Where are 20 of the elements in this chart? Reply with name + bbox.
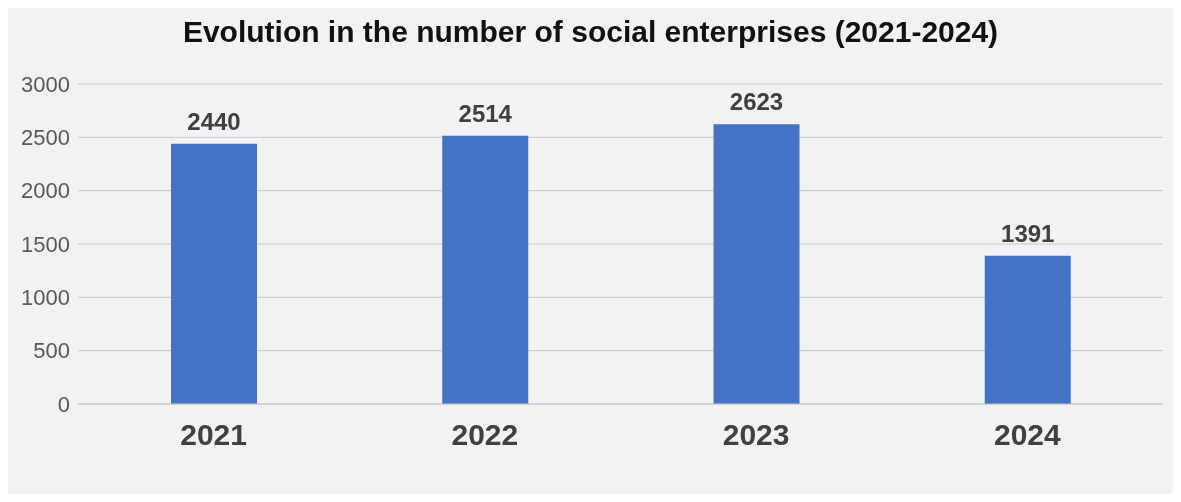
y-tick-label: 500 [33,338,70,364]
data-label: 2440 [187,107,241,135]
y-tick-label: 1500 [21,231,70,257]
x-tick-label: 2021 [180,418,247,452]
y-tick-label: 2000 [21,178,70,204]
data-label: 1391 [1001,219,1055,247]
bar [713,124,800,404]
bar [984,255,1071,404]
y-tick-label: 2500 [21,125,70,151]
y-tick-label: 3000 [21,71,70,97]
x-tick-label: 2024 [994,418,1062,452]
x-tick-label: 2023 [722,418,790,452]
y-tick-label: 0 [57,391,70,417]
bar [171,143,257,404]
chart-title: Evolution in the number of social enterprises (2021-2024) [181,14,1000,50]
data-label: 2623 [729,88,784,116]
bar [442,135,529,404]
data-label: 2514 [458,99,513,127]
x-tick-label: 2022 [451,418,519,452]
y-tick-label: 1000 [21,285,70,311]
